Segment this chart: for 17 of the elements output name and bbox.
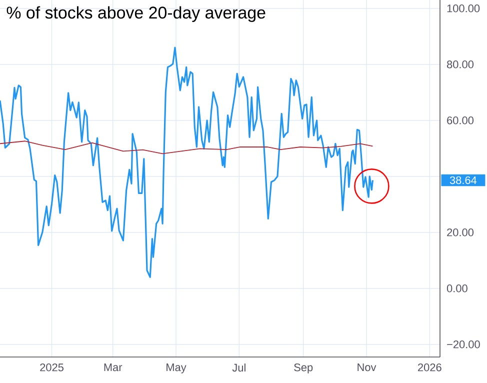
y-tick-label: 20.00 [447, 228, 474, 236]
x-tick-label: 2026 [418, 364, 442, 372]
y-tick-label: 0.00 [446, 284, 468, 292]
x-tick-label: Jul [232, 364, 246, 372]
y-tick-label: −20.00 [447, 340, 480, 348]
x-tick-label: May [166, 364, 186, 374]
x-tick-label: Mar [104, 364, 122, 372]
line-series [0, 46, 374, 278]
y-tick-label: 100.00 [447, 4, 480, 12]
x-tick-label: 2025 [40, 364, 64, 372]
x-tick-label: Nov [358, 364, 376, 372]
text: 38.64 [450, 176, 477, 184]
y-tick-label: 60.00 [447, 116, 474, 124]
x-tick-label: Sep [294, 364, 313, 374]
y-tick-label: 80.00 [446, 60, 474, 68]
line-series [0, 140, 374, 154]
chart-title: % of stocks above 20-day average [6, 6, 266, 22]
